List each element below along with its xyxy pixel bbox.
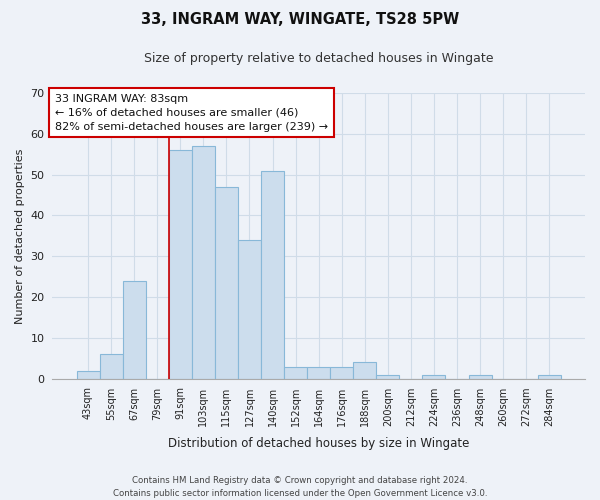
Bar: [469, 374, 491, 379]
Bar: [169, 150, 192, 379]
Bar: [376, 374, 400, 379]
Bar: [192, 146, 215, 379]
X-axis label: Distribution of detached houses by size in Wingate: Distribution of detached houses by size …: [168, 437, 469, 450]
Bar: [307, 366, 330, 379]
Text: 33 INGRAM WAY: 83sqm
← 16% of detached houses are smaller (46)
82% of semi-detac: 33 INGRAM WAY: 83sqm ← 16% of detached h…: [55, 94, 328, 132]
Text: Contains HM Land Registry data © Crown copyright and database right 2024.
Contai: Contains HM Land Registry data © Crown c…: [113, 476, 487, 498]
Bar: [77, 370, 100, 379]
Bar: [538, 374, 561, 379]
Bar: [330, 366, 353, 379]
Bar: [422, 374, 445, 379]
Bar: [100, 354, 122, 379]
Bar: [238, 240, 261, 379]
Bar: [284, 366, 307, 379]
Title: Size of property relative to detached houses in Wingate: Size of property relative to detached ho…: [144, 52, 493, 66]
Bar: [353, 362, 376, 379]
Bar: [261, 170, 284, 379]
Bar: [215, 187, 238, 379]
Bar: [122, 281, 146, 379]
Y-axis label: Number of detached properties: Number of detached properties: [15, 148, 25, 324]
Text: 33, INGRAM WAY, WINGATE, TS28 5PW: 33, INGRAM WAY, WINGATE, TS28 5PW: [141, 12, 459, 28]
